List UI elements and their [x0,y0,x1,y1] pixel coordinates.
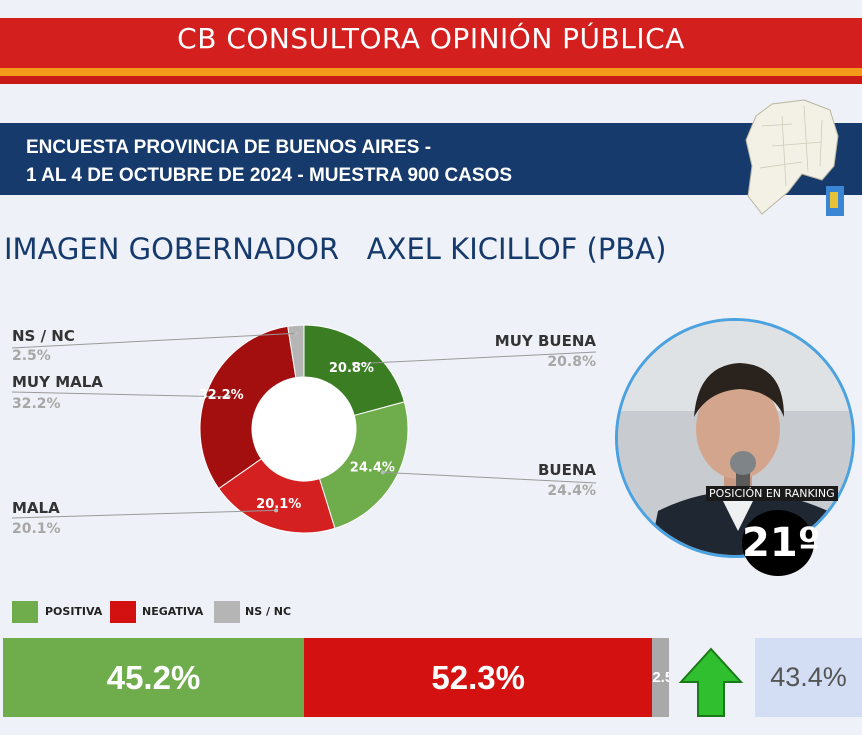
header-title: CB CONSULTORA OPINIÓN PÚBLICA [177,22,685,55]
label-mala: MALA [12,499,60,517]
arrow-up-icon [678,647,744,717]
leader-line-buena [382,471,597,484]
leader-dot-mala [274,508,279,513]
leader-dot-buena [380,470,385,475]
legend-label-positiva: POSITIVA [45,605,103,618]
value-buena: 24.4% [547,483,596,499]
donut-value-label-muy-mala: 32.2% [199,388,244,403]
label-muy-buena: MUY BUENA [494,332,596,350]
legend-swatch-negativa [110,601,136,623]
chart-title: IMAGEN GOBERNADOR AXEL KICILLOF (PBA) [4,232,667,266]
bar-segment-negativa: 52.3% [304,638,653,717]
legend-label-ns-nc: NS / NC [245,605,292,618]
survey-info-line-2: 1 AL 4 DE OCTUBRE DE 2024 - MUESTRA 900 … [26,165,513,186]
value-muy-buena: 20.8% [547,354,596,370]
header-stripe-red [0,76,862,84]
comparison-value: 43.4% [755,638,862,717]
value-muy-mala: 32.2% [12,396,61,412]
portrait-illustration [618,321,852,555]
leader-dot-muy-buena [351,361,356,366]
governor-portrait [615,318,855,558]
value-ns-nc: 2.5% [12,348,51,364]
label-muy-mala: MUY MALA [12,373,103,391]
survey-info-line-1: ENCUESTA PROVINCIA DE BUENOS AIRES - [26,137,432,158]
legend-swatch-ns-nc [214,601,240,623]
province-map-icon [745,99,844,216]
donut-hole [252,377,356,481]
ranking-label: POSICIÓN EN RANKING [706,486,838,501]
ranking-badge: 21º [742,510,820,576]
value-mala: 20.1% [12,521,61,537]
label-ns-nc: NS / NC [12,327,75,345]
bar-segment-positiva: 45.2% [3,638,305,717]
donut-chart: 20.8% 24.4% 20.1% 32.2% [11,324,597,534]
survey-info-band [0,123,862,195]
legend-swatch-positiva [12,601,38,623]
leader-line-ns-nc [11,332,297,349]
label-buena: BUENA [537,461,596,479]
leader-line-muy-mala [11,391,229,398]
leader-line-muy-buena [353,351,597,365]
donut-value-label-mala: 20.1% [256,497,301,512]
header-stripe-orange [0,68,862,76]
summary-stacked-bar: 45.2% 52.3% 2.5% [3,638,669,717]
bar-segment-ns-nc: 2.5% [652,638,669,717]
donut-value-label-muy-buena: 20.8% [329,361,374,376]
legend-label-negativa: NEGATIVA [142,605,204,618]
header-banner [0,18,862,68]
donut-value-label-buena: 24.4% [350,461,395,476]
leader-line-mala [11,509,277,519]
leader-dot-muy-mala [226,394,231,399]
leader-dot-ns-nc [294,331,299,336]
